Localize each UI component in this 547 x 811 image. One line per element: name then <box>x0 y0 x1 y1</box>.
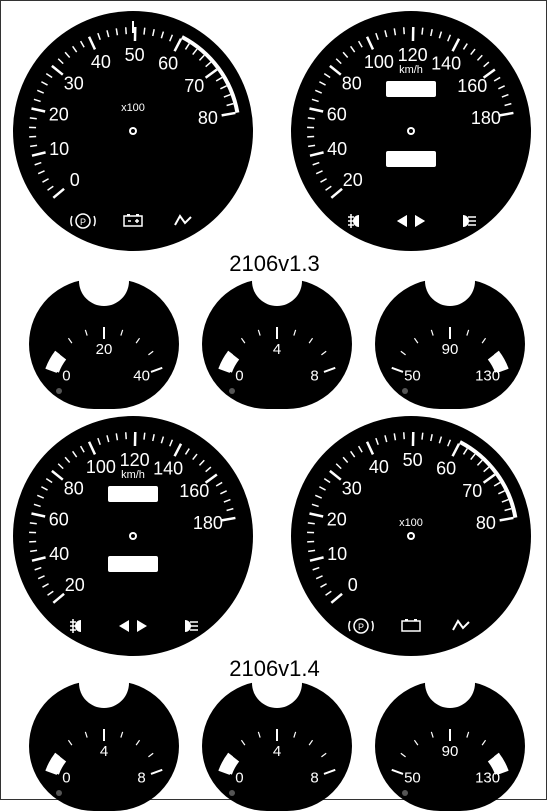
tach-unit: x100 <box>121 102 145 114</box>
tick-label: 40 <box>91 52 111 72</box>
oil-gauge: 0 20 40 <box>29 279 179 409</box>
tick-label: 0 <box>348 575 358 595</box>
tick-label: 140 <box>431 54 461 74</box>
tick-label: 40 <box>49 544 69 564</box>
speedo-unit: km/h <box>399 64 423 76</box>
parking-brake-icon: P <box>349 619 373 633</box>
high-beam-icon <box>463 215 476 227</box>
tick-label: 100 <box>364 52 394 72</box>
set1-label: 2106v1.3 <box>1 251 547 277</box>
tick-label: 70 <box>184 76 204 96</box>
tick-label: 40 <box>327 139 347 159</box>
tick-label: 60 <box>436 459 456 479</box>
temp-gauge-2: 5090130 <box>375 681 525 811</box>
speedometer-gauge-2: 20 40 60 80100120140160 180 km/h <box>13 416 253 656</box>
fog-light-icon <box>70 619 81 633</box>
tick-label: 80 <box>342 73 362 93</box>
tick-label: 0 <box>62 769 70 786</box>
trip-window-2 <box>108 556 158 572</box>
tick-label: 40 <box>133 367 150 384</box>
tick-label: 180 <box>193 513 223 533</box>
high-beam-icon <box>185 620 198 632</box>
tick-label: 4 <box>273 341 281 358</box>
tick-label: 0 <box>70 170 80 190</box>
tick-label: 60 <box>49 510 69 530</box>
battery-icon <box>124 214 142 226</box>
turn-signals-icon <box>119 620 147 632</box>
tick-label: 10 <box>49 139 69 159</box>
alternator-icon <box>453 621 469 630</box>
tick-label: 80 <box>198 108 218 128</box>
tick-label: 4 <box>100 743 108 760</box>
tick-label: 20 <box>96 341 113 358</box>
tick-label: 4 <box>273 743 281 760</box>
speedometer-face: 20 40 60 80100120140160 180 km/h <box>291 11 531 251</box>
turn-signals-icon <box>397 215 425 227</box>
temp-gauge: 5090130 <box>375 279 525 409</box>
fuel-gauge-2: 0 4 8 <box>29 681 179 811</box>
speedometer-face-2: 20 40 60 80100120140160 180 km/h <box>13 416 253 656</box>
tick-label: 50 <box>403 450 423 470</box>
odometer-window <box>386 81 436 97</box>
tick-label: 30 <box>64 73 84 93</box>
tick-label: 20 <box>65 575 85 595</box>
tick-label: 60 <box>327 105 347 125</box>
set2-label: 2106v1.4 <box>1 656 547 682</box>
tick-label: 80 <box>476 513 496 533</box>
speedometer-gauge: 20 40 60 80100120140160 180 km/h <box>291 11 531 251</box>
fog-light-icon <box>348 214 359 228</box>
tick-label: 100 <box>86 457 116 477</box>
tick-label: 8 <box>310 367 318 384</box>
tick-label: 50 <box>125 45 145 65</box>
tick-label: 10 <box>327 544 347 564</box>
tick-label: 20 <box>343 170 363 190</box>
fuel-gauge: 0 4 8 <box>202 279 352 409</box>
oil-gauge-2: 0 4 8 <box>202 681 352 811</box>
tick-label: 30 <box>342 478 362 498</box>
tick-label: 140 <box>153 459 183 479</box>
trip-window <box>386 151 436 167</box>
tick-label: 120 <box>398 45 428 65</box>
tachometer-face-2: 010 20 30 40 50 60 70 80 x100 P <box>291 416 531 656</box>
tick-label: 90 <box>442 743 459 760</box>
tick-label: 20 <box>49 105 69 125</box>
battery-icon <box>402 619 420 631</box>
tick-label: 90 <box>442 341 459 358</box>
tachometer-gauge: 010 20 30 40 50 60 70 80 x100 P <box>13 11 253 251</box>
tick-label: 8 <box>137 769 145 786</box>
tach-unit-2: x100 <box>399 517 423 529</box>
tick-label: 80 <box>64 478 84 498</box>
tick-label: 50 <box>404 367 421 384</box>
tick-label: 40 <box>369 457 389 477</box>
tick-label: 180 <box>471 108 501 128</box>
alternator-icon <box>175 216 191 225</box>
tachometer-gauge-2: 010 20 30 40 50 60 70 80 x100 P <box>291 416 531 656</box>
tick-label: 0 <box>62 367 70 384</box>
tick-label: 120 <box>120 450 150 470</box>
tick-label: 160 <box>179 481 209 501</box>
tick-label: 0 <box>235 367 243 384</box>
odometer-window-2 <box>108 486 158 502</box>
tick-label: 50 <box>404 769 421 786</box>
svg-text:P: P <box>80 217 86 227</box>
tick-label: 8 <box>310 769 318 786</box>
tachometer-face: 010 20 30 40 50 60 70 80 x100 P <box>13 11 253 251</box>
tick-label: 160 <box>457 76 487 96</box>
tick-label: 20 <box>327 510 347 530</box>
tick-label: 70 <box>462 481 482 501</box>
tick-label: 60 <box>158 54 178 74</box>
parking-brake-icon: P <box>71 214 95 228</box>
tick-label: 0 <box>235 769 243 786</box>
svg-text:P: P <box>358 622 364 632</box>
speedo-unit-2: km/h <box>121 469 145 481</box>
